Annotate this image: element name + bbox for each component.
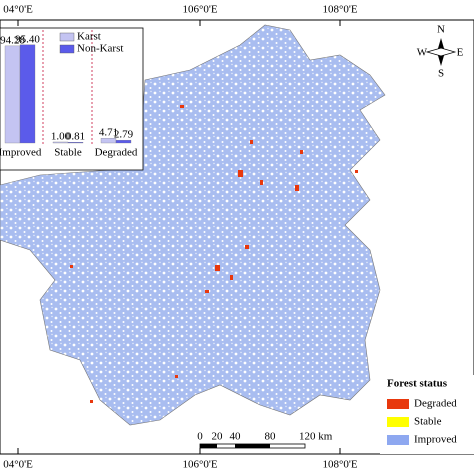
scale-label: 80 <box>265 431 277 443</box>
degraded-spots <box>70 105 358 403</box>
legend-swatch <box>387 399 409 409</box>
value-label: 1.00 <box>51 131 71 143</box>
longitude-label: 108°0'E <box>322 4 357 16</box>
legend-label: Degraded <box>414 398 457 410</box>
bar <box>67 142 84 144</box>
category-label: Improved <box>0 147 42 159</box>
longitude-label: 108°0'E <box>322 459 357 471</box>
legend-label: Karst <box>77 31 101 43</box>
longitude-label: 04°0'E <box>3 459 33 471</box>
legend-label: Non-Karst <box>77 43 123 55</box>
legend-title: Forest status <box>387 378 448 390</box>
value-label: 94.28 <box>0 34 25 46</box>
scale-label: 0 <box>197 431 203 443</box>
bar <box>19 44 36 144</box>
legend-swatch <box>387 417 409 427</box>
category-label: Degraded <box>95 147 138 159</box>
value-label: 2.79 <box>114 129 134 141</box>
legend: Forest status Degraded Stable Improved <box>380 375 474 454</box>
scale-label: 120 km <box>299 431 333 443</box>
legend-swatch <box>59 44 75 54</box>
scale-label: 40 <box>230 431 242 443</box>
legend-label: Stable <box>414 416 442 428</box>
frame-ticks <box>17 20 341 454</box>
bar <box>115 139 132 144</box>
region <box>0 24 386 426</box>
bar <box>4 45 21 144</box>
scale-bar: 0 20 40 80 120 km <box>197 431 333 449</box>
value-label: 95.40 <box>15 33 40 45</box>
legend-swatch <box>387 435 409 445</box>
bottom-labels: 04°0'E 106°0'E 108°0'E <box>3 459 358 471</box>
value-label: 4.71 <box>99 127 118 139</box>
compass-n: N <box>437 24 445 36</box>
value-label: 0.81 <box>66 131 85 143</box>
legend-swatch <box>59 32 75 42</box>
compass: N S W E <box>417 24 464 80</box>
longitude-label: 106°0'E <box>182 4 217 16</box>
category-label: Stable <box>54 147 82 159</box>
compass-w: W <box>417 47 428 59</box>
top-labels: 04°0'E 106°0'E 108°0'E <box>3 4 358 16</box>
compass-s: S <box>438 68 444 80</box>
compass-e: E <box>457 47 464 59</box>
legend-label: Improved <box>414 434 457 446</box>
longitude-label: 04°0'E <box>3 4 33 16</box>
longitude-label: 106°0'E <box>182 459 217 471</box>
scale-label: 20 <box>212 431 224 443</box>
